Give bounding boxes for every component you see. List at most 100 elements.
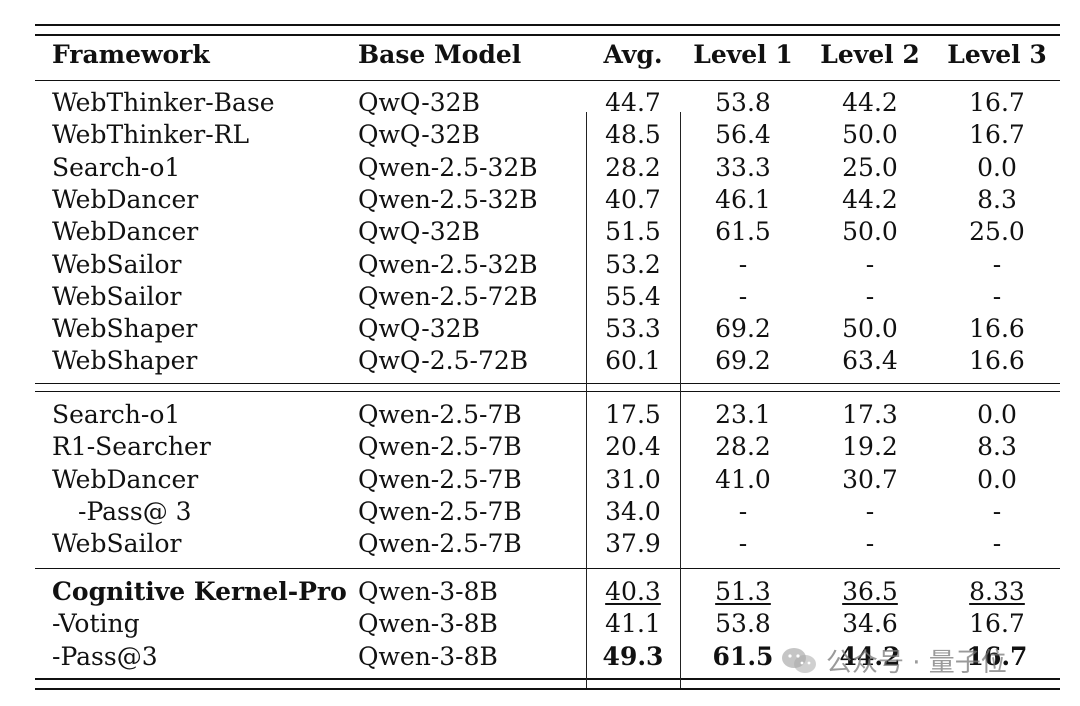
cell-level-1: 41.0 xyxy=(715,465,771,494)
cell-base-model: Qwen-3-8B xyxy=(358,577,498,606)
group-rule-2 xyxy=(35,568,1060,569)
cell-avg: 49.3 xyxy=(602,642,664,671)
cell-level-2: - xyxy=(865,529,875,558)
cell-framework: WebThinker-RL xyxy=(52,120,250,149)
cell-avg: 34.0 xyxy=(605,497,661,526)
cell-level-2: - xyxy=(865,250,875,279)
group-rule-1a xyxy=(35,383,1060,384)
cell-level-1: 56.4 xyxy=(715,120,771,149)
cell-level-3: 16.7 xyxy=(966,642,1028,671)
header-avg: Avg. xyxy=(603,40,663,69)
header-rule xyxy=(35,80,1060,81)
cell-level-3: - xyxy=(992,529,1002,558)
column-separator-right xyxy=(680,112,681,688)
cell-base-model: QwQ-32B xyxy=(358,314,480,343)
cell-level-3: 0.0 xyxy=(977,465,1017,494)
cell-level-3: 8.3 xyxy=(977,185,1017,214)
cell-base-model: QwQ-2.5-72B xyxy=(358,346,529,375)
cell-level-3: - xyxy=(992,282,1002,311)
cell-level-3: 8.3 xyxy=(977,432,1017,461)
cell-avg: 60.1 xyxy=(605,346,661,375)
header-base-model: Base Model xyxy=(358,40,522,69)
cell-level-3: 16.6 xyxy=(969,314,1025,343)
cell-level-2: - xyxy=(865,282,875,311)
cell-base-model: Qwen-2.5-7B xyxy=(358,465,522,494)
cell-framework: WebSailor xyxy=(52,250,182,279)
cell-framework: -Voting xyxy=(52,609,140,638)
cell-level-1: 28.2 xyxy=(715,432,771,461)
cell-framework: -Pass@3 xyxy=(52,642,158,671)
cell-level-1: 51.3 xyxy=(715,577,771,606)
cell-avg: 51.5 xyxy=(605,217,661,246)
cell-avg: 53.2 xyxy=(605,250,661,279)
cell-framework: WebThinker-Base xyxy=(52,88,275,117)
cell-avg: 44.7 xyxy=(605,88,661,117)
cell-level-2: 36.5 xyxy=(842,577,898,606)
cell-framework: Search-o1 xyxy=(52,400,181,429)
cell-level-2: 63.4 xyxy=(842,346,898,375)
cell-framework: WebDancer xyxy=(52,465,199,494)
cell-base-model: Qwen-3-8B xyxy=(358,609,498,638)
cell-base-model: Qwen-2.5-32B xyxy=(358,153,538,182)
cell-avg: 37.9 xyxy=(605,529,661,558)
cell-framework: WebSailor xyxy=(52,282,182,311)
cell-base-model: Qwen-2.5-32B xyxy=(358,185,538,214)
cell-level-3: 0.0 xyxy=(977,153,1017,182)
cell-base-model: QwQ-32B xyxy=(358,120,480,149)
cell-framework: WebSailor xyxy=(52,529,182,558)
cell-level-2: 25.0 xyxy=(842,153,898,182)
cell-avg: 53.3 xyxy=(605,314,661,343)
column-separator-left xyxy=(586,112,587,688)
header-level-1: Level 1 xyxy=(693,40,793,69)
cell-level-3: 8.33 xyxy=(969,577,1025,606)
cell-framework: -Pass@ 3 xyxy=(78,497,192,526)
cell-level-2: 44.2 xyxy=(839,642,901,671)
cell-base-model: Qwen-2.5-7B xyxy=(358,432,522,461)
cell-level-3: - xyxy=(992,497,1002,526)
cell-base-model: Qwen-2.5-7B xyxy=(358,400,522,429)
cell-level-3: 16.7 xyxy=(969,120,1025,149)
cell-level-1: - xyxy=(738,282,748,311)
cell-avg: 40.7 xyxy=(605,185,661,214)
cell-level-2: 30.7 xyxy=(842,465,898,494)
cell-base-model: Qwen-2.5-32B xyxy=(358,250,538,279)
bottom-rule-inner xyxy=(35,678,1060,680)
cell-level-3: 16.7 xyxy=(969,88,1025,117)
top-rule-outer xyxy=(35,24,1060,26)
cell-avg: 55.4 xyxy=(605,282,661,311)
cell-framework: R1-Searcher xyxy=(52,432,211,461)
top-rule-inner xyxy=(35,34,1060,36)
cell-level-2: 50.0 xyxy=(842,217,898,246)
header-level-3: Level 3 xyxy=(947,40,1047,69)
cell-avg: 41.1 xyxy=(605,609,661,638)
cell-level-3: 25.0 xyxy=(969,217,1025,246)
cell-base-model: QwQ-32B xyxy=(358,88,480,117)
cell-avg: 40.3 xyxy=(605,577,661,606)
cell-avg: 48.5 xyxy=(605,120,661,149)
bottom-rule-outer xyxy=(35,688,1060,690)
cell-level-2: 44.2 xyxy=(842,88,898,117)
cell-base-model: QwQ-32B xyxy=(358,217,480,246)
cell-framework: Cognitive Kernel-Pro xyxy=(52,577,347,606)
cell-avg: 28.2 xyxy=(605,153,661,182)
header-level-2: Level 2 xyxy=(820,40,920,69)
cell-base-model: Qwen-2.5-7B xyxy=(358,497,522,526)
cell-level-1: 53.8 xyxy=(715,88,771,117)
cell-level-1: 23.1 xyxy=(715,400,771,429)
cell-base-model: Qwen-2.5-7B xyxy=(358,529,522,558)
cell-level-1: 46.1 xyxy=(715,185,771,214)
cell-level-2: 17.3 xyxy=(842,400,898,429)
cell-framework: WebDancer xyxy=(52,217,199,246)
cell-level-2: - xyxy=(865,497,875,526)
cell-level-2: 34.6 xyxy=(842,609,898,638)
cell-framework: WebShaper xyxy=(52,346,198,375)
cell-base-model: Qwen-2.5-72B xyxy=(358,282,538,311)
cell-level-1: 69.2 xyxy=(715,346,771,375)
cell-avg: 17.5 xyxy=(605,400,661,429)
cell-level-3: 16.6 xyxy=(969,346,1025,375)
cell-level-1: 53.8 xyxy=(715,609,771,638)
cell-level-2: 50.0 xyxy=(842,314,898,343)
cell-avg: 31.0 xyxy=(605,465,661,494)
cell-level-1: 33.3 xyxy=(715,153,771,182)
cell-level-1: 69.2 xyxy=(715,314,771,343)
